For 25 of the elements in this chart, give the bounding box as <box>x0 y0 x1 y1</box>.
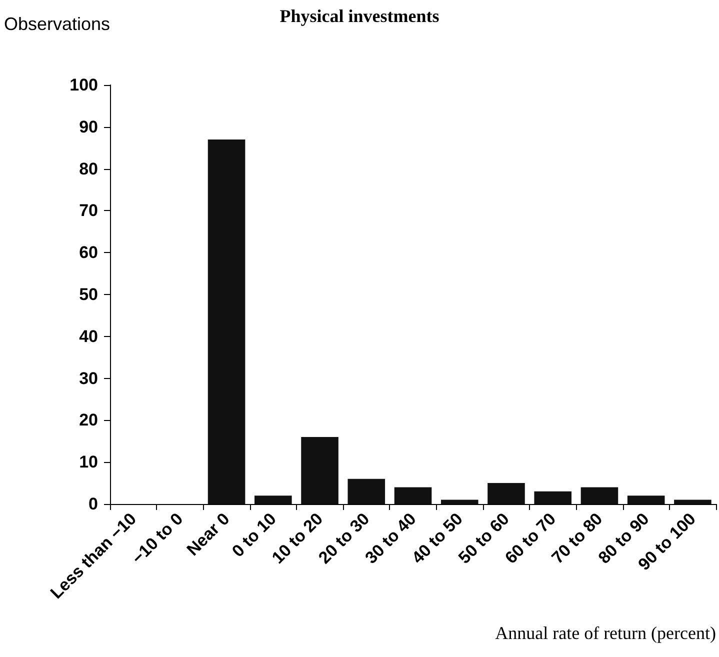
bar <box>627 496 665 504</box>
y-tick-label: 20 <box>79 410 98 430</box>
y-tick-label: 50 <box>79 285 98 304</box>
bar <box>674 500 712 504</box>
y-tick-label: 80 <box>79 159 98 178</box>
bar <box>208 139 246 504</box>
bar <box>580 487 618 504</box>
y-tick-label: 60 <box>79 243 98 262</box>
y-tick-label: 100 <box>70 76 98 94</box>
bar <box>394 487 432 504</box>
y-tick-label: 90 <box>79 117 98 136</box>
y-tick-label: 0 <box>88 494 98 514</box>
y-tick-label: 10 <box>79 452 98 472</box>
bar <box>301 436 338 504</box>
bar <box>254 496 292 504</box>
bar <box>348 478 386 504</box>
bar <box>488 483 525 504</box>
y-axis-title: Observations <box>4 14 110 34</box>
y-tick-label: 30 <box>79 368 98 388</box>
y-tick-label: 40 <box>79 326 98 346</box>
bar <box>440 500 478 504</box>
chart-title: Physical investments <box>280 6 440 26</box>
bar <box>534 491 572 504</box>
y-tick-label: 70 <box>79 201 98 220</box>
x-axis-title: Annual rate of return (percent) <box>495 623 716 643</box>
